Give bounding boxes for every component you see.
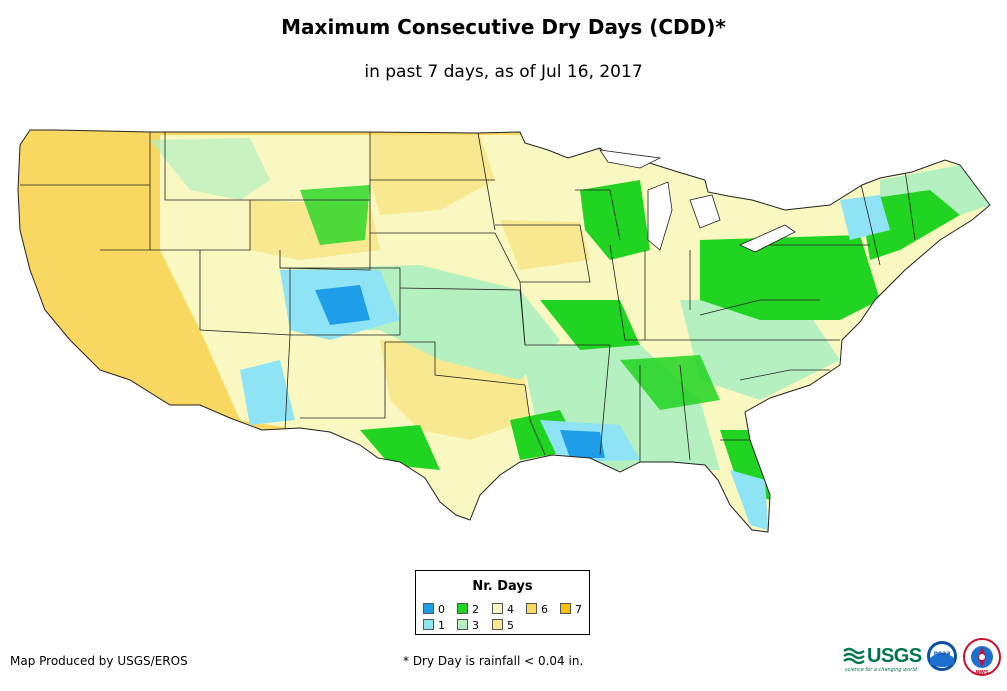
zone-3-days-southeast bbox=[680, 300, 840, 400]
legend-swatch-0 bbox=[423, 603, 434, 614]
zone-3-days-idaho bbox=[150, 138, 270, 200]
legend-label-0: 0 bbox=[438, 603, 445, 616]
usgs-logo: USGS bbox=[843, 643, 922, 669]
zone-0-days-colorado bbox=[315, 285, 370, 325]
zone-5-days-dakotas bbox=[370, 135, 495, 215]
legend-swatch-5 bbox=[492, 619, 503, 630]
legend-swatch-4 bbox=[492, 603, 503, 614]
lake-superior bbox=[599, 149, 662, 169]
legend-label-6: 6 bbox=[541, 603, 548, 616]
legend-item-1: 1 bbox=[423, 619, 445, 631]
legend-swatch-6 bbox=[526, 603, 537, 614]
legend-label-5: 5 bbox=[507, 619, 514, 632]
zone-1-day-new-york bbox=[840, 195, 890, 240]
state-boundaries bbox=[20, 132, 916, 462]
dry-day-footnote: * Dry Day is rainfall < 0.04 in. bbox=[403, 654, 584, 668]
zone-1-day-arizona bbox=[240, 360, 295, 425]
lake-huron bbox=[689, 194, 721, 229]
noaa-logo-icon: noaa bbox=[927, 641, 957, 671]
zone-1-day-south-florida bbox=[730, 470, 768, 530]
map-subtitle: in past 7 days, as of Jul 16, 2017 bbox=[364, 62, 643, 82]
zone-2-days-ohio-valley bbox=[700, 235, 880, 320]
cdd-categories bbox=[150, 135, 990, 532]
legend-label-2: 2 bbox=[472, 603, 479, 616]
usgs-wave-icon bbox=[843, 647, 865, 665]
legend-item-2: 2 bbox=[457, 603, 479, 615]
legend-item-3: 3 bbox=[457, 619, 479, 631]
legend-item-6: 6 bbox=[526, 603, 548, 615]
legend-swatch-2 bbox=[457, 603, 468, 614]
legend-swatch-7 bbox=[560, 603, 571, 614]
nws-logo-text: NWS bbox=[975, 670, 989, 676]
legend-swatch-1 bbox=[423, 619, 434, 630]
zone-2-days-west-texas bbox=[360, 425, 440, 470]
legend-label-1: 1 bbox=[438, 619, 445, 632]
zone-5-days-iowa bbox=[500, 220, 590, 270]
legend: Nr. Days 0 1 2 3 4 5 6 7 bbox=[415, 570, 590, 635]
zone-2-days-missouri bbox=[540, 300, 640, 350]
legend-item-5: 5 bbox=[492, 619, 514, 631]
map-credit: Map Produced by USGS/EROS bbox=[10, 654, 188, 668]
legend-item-7: 7 bbox=[560, 603, 582, 615]
legend-item-4: 4 bbox=[492, 603, 514, 615]
zone-2-days-northeast bbox=[860, 190, 960, 260]
us-cdd-map bbox=[17, 129, 991, 533]
lake-erie bbox=[739, 224, 796, 253]
noaa-logo-text: noaa bbox=[934, 650, 951, 657]
legend-label-3: 3 bbox=[472, 619, 479, 632]
map-title: Maximum Consecutive Dry Days (CDD)* bbox=[281, 15, 726, 39]
nws-logo-icon: NWS bbox=[963, 638, 1001, 676]
legend-swatch-3 bbox=[457, 619, 468, 630]
lake-michigan bbox=[647, 181, 673, 251]
legend-label-7: 7 bbox=[575, 603, 582, 616]
zone-0-days-louisiana bbox=[560, 430, 605, 458]
legend-label-4: 4 bbox=[507, 603, 514, 616]
zone-2-days-tennessee bbox=[620, 355, 720, 410]
legend-item-0: 0 bbox=[423, 603, 445, 615]
usgs-tagline: science for a changing world bbox=[845, 667, 917, 673]
legend-title: Nr. Days bbox=[472, 579, 533, 594]
usgs-wordmark: USGS bbox=[867, 644, 922, 667]
zone-2-days-wisconsin bbox=[580, 180, 650, 260]
